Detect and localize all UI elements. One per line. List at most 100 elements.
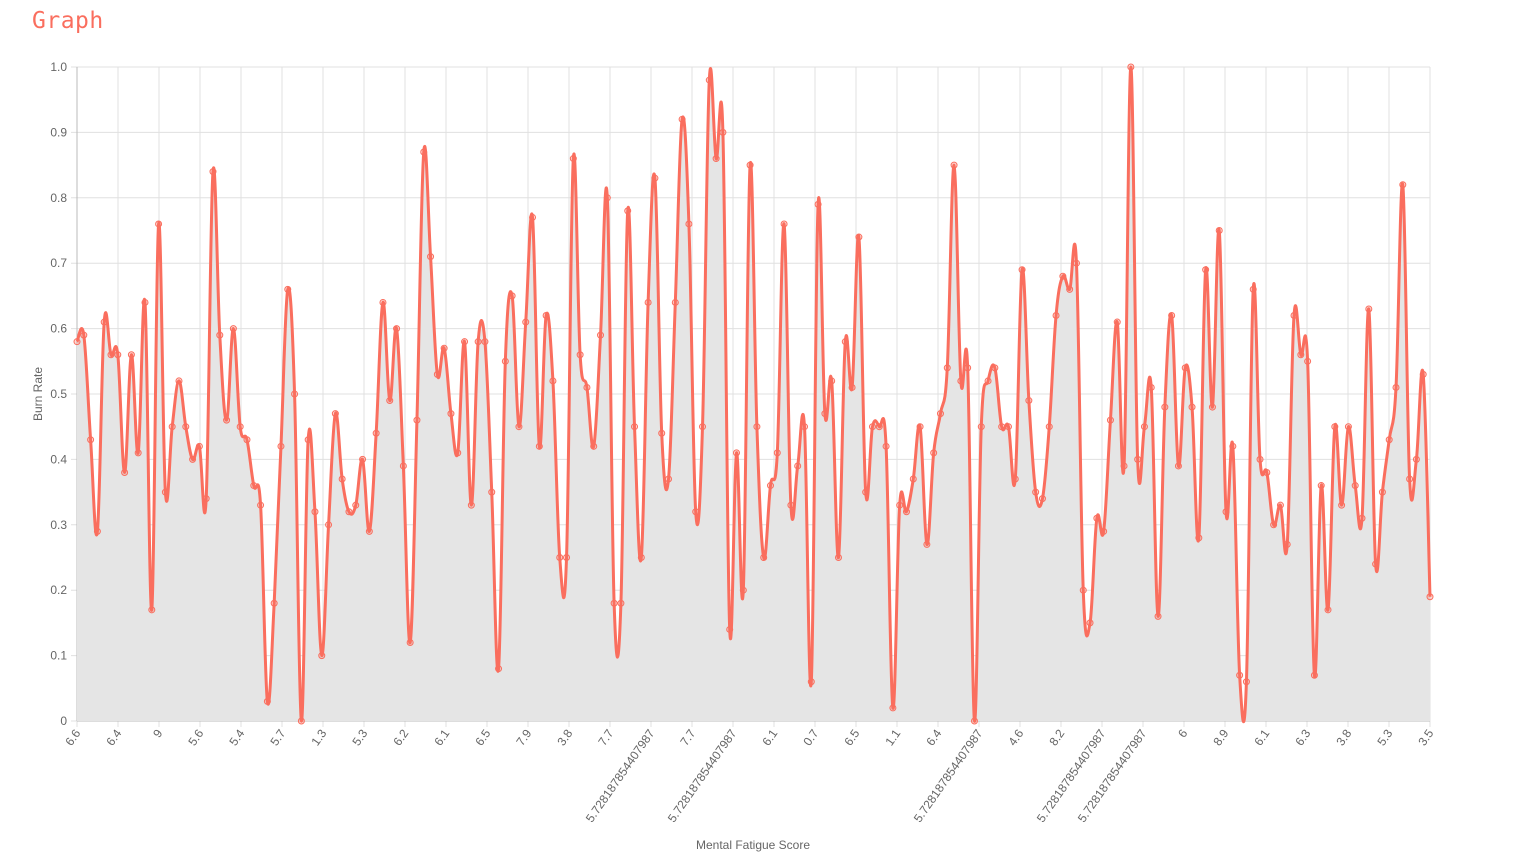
data-point — [406, 639, 414, 647]
data-point — [1222, 508, 1230, 516]
data-point — [1344, 423, 1352, 431]
data-point — [624, 207, 632, 215]
data-point — [1297, 351, 1305, 359]
data-point — [87, 436, 95, 444]
data-point — [155, 220, 163, 228]
data-point — [93, 527, 101, 535]
data-point — [535, 442, 543, 450]
data-point — [127, 351, 135, 359]
data-point — [1086, 619, 1094, 627]
data-point — [794, 462, 802, 470]
data-point — [121, 468, 129, 476]
data-points — [73, 63, 1434, 725]
data-point — [263, 697, 271, 705]
data-point — [814, 200, 822, 208]
data-point — [359, 455, 367, 463]
data-point — [1004, 423, 1012, 431]
data-point — [685, 220, 693, 228]
data-point — [1059, 272, 1067, 280]
data-point — [372, 429, 380, 437]
x-tick-label: 5.728187854407987 — [583, 726, 658, 824]
data-point — [828, 377, 836, 385]
data-point — [665, 475, 673, 483]
x-tick-label: 8.9 — [1210, 726, 1231, 748]
area-fill — [77, 66, 1430, 722]
data-point — [175, 377, 183, 385]
data-point — [705, 76, 713, 84]
x-tick-label: 4.6 — [1005, 726, 1026, 748]
series-line — [75, 65, 1432, 724]
data-point — [1426, 593, 1434, 601]
x-tick-label: 6.2 — [390, 726, 411, 748]
data-point — [1202, 266, 1210, 274]
data-point — [631, 423, 639, 431]
data-point — [1154, 612, 1162, 620]
data-point — [719, 128, 727, 136]
data-point — [699, 423, 707, 431]
data-point — [1358, 514, 1366, 522]
data-point — [1351, 482, 1359, 490]
data-point — [1236, 671, 1244, 679]
data-point — [957, 377, 965, 385]
x-tick-label: 5.728187854407987 — [911, 726, 986, 824]
data-point — [386, 397, 394, 405]
data-point — [780, 220, 788, 228]
data-point — [590, 442, 598, 450]
data-point — [807, 678, 815, 686]
x-tick-label: 3.8 — [1333, 726, 1354, 748]
data-point — [1283, 540, 1291, 548]
data-point — [1134, 455, 1142, 463]
x-tick-label: 5.728187854407987 — [665, 726, 740, 824]
data-point — [420, 148, 428, 156]
data-point — [1208, 403, 1216, 411]
data-point — [1018, 266, 1026, 274]
data-point — [1093, 514, 1101, 522]
data-point — [902, 508, 910, 516]
y-tick-label: 1.0 — [50, 60, 67, 74]
data-point — [161, 488, 169, 496]
data-point — [1045, 423, 1053, 431]
data-point — [318, 652, 326, 660]
x-tick-label: 6.3 — [1292, 726, 1313, 748]
data-point — [637, 554, 645, 561]
data-point — [1290, 312, 1298, 320]
data-point — [529, 213, 537, 221]
data-point — [467, 501, 475, 509]
x-tick-label: 9 — [150, 726, 165, 740]
x-tick-label: 5.3 — [349, 726, 370, 748]
data-point — [644, 298, 652, 306]
data-point — [297, 717, 305, 725]
data-point — [916, 423, 924, 431]
data-point — [495, 665, 503, 673]
data-point — [331, 410, 339, 418]
data-point — [889, 704, 897, 712]
x-tick-label: 5.4 — [226, 726, 247, 748]
data-point — [678, 115, 686, 123]
data-point — [508, 292, 516, 300]
data-point — [1066, 285, 1074, 293]
data-point — [80, 331, 88, 339]
data-point — [325, 521, 333, 529]
data-point — [542, 312, 550, 320]
data-point — [1188, 403, 1196, 411]
data-point — [882, 442, 890, 450]
x-tick-label: 6.5 — [841, 726, 862, 748]
data-point — [950, 161, 958, 169]
data-point — [549, 377, 557, 385]
x-tick-label: 5.3 — [1374, 726, 1395, 748]
data-point — [433, 370, 441, 378]
data-point — [1011, 475, 1019, 483]
data-point — [1419, 370, 1427, 378]
x-tick-label: 6.1 — [1251, 726, 1272, 748]
data-point — [515, 423, 523, 431]
data-point — [753, 423, 761, 431]
data-point — [848, 383, 856, 391]
data-point — [964, 364, 972, 372]
data-point — [977, 423, 985, 431]
data-point — [168, 423, 176, 431]
data-point — [250, 482, 258, 490]
data-point — [1242, 678, 1250, 686]
x-tick-label: 6.4 — [923, 726, 944, 748]
data-point — [1385, 436, 1393, 444]
y-tick-label: 0.9 — [50, 125, 67, 139]
